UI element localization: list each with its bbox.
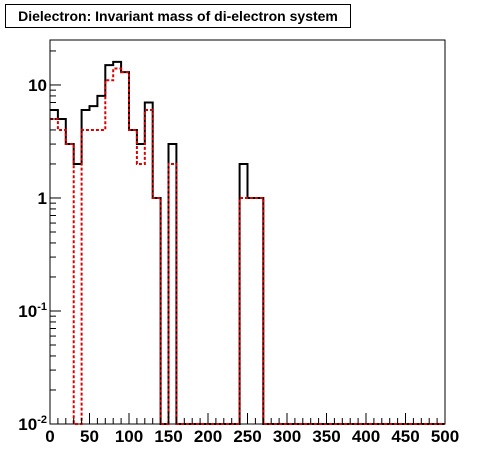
x-tick-label: 400	[352, 427, 380, 446]
plot-frame	[49, 39, 446, 425]
x-tick-label: 50	[80, 427, 99, 446]
series-1-line	[50, 60, 445, 425]
x-tick-label: 450	[391, 427, 419, 446]
x-tick-label: 0	[45, 427, 54, 446]
x-axis: 0 50 100 150 200 250 300 350 400 450 500	[45, 413, 459, 446]
x-tick-label: 200	[194, 427, 222, 446]
y-tick-label: 10-1	[18, 301, 47, 321]
series-layer	[50, 60, 445, 425]
chart-title: Dielectron: Invariant mass of di-electro…	[18, 8, 338, 24]
y-tick-label: 1	[38, 189, 47, 208]
y-tick-label: 10	[28, 76, 47, 95]
x-tick-label: 500	[431, 427, 459, 446]
x-tick-label: 100	[115, 427, 143, 446]
x-tick-label: 250	[233, 427, 261, 446]
y-tick-label: 10-2	[18, 414, 47, 434]
x-tick-label: 150	[154, 427, 182, 446]
y-axis: 10-2 10-1 1 10	[18, 50, 61, 434]
x-tick-label: 300	[273, 427, 301, 446]
series-2-line	[50, 67, 445, 425]
x-tick-label: 350	[312, 427, 340, 446]
chart-title-box: Dielectron: Invariant mass of di-electro…	[5, 4, 351, 28]
